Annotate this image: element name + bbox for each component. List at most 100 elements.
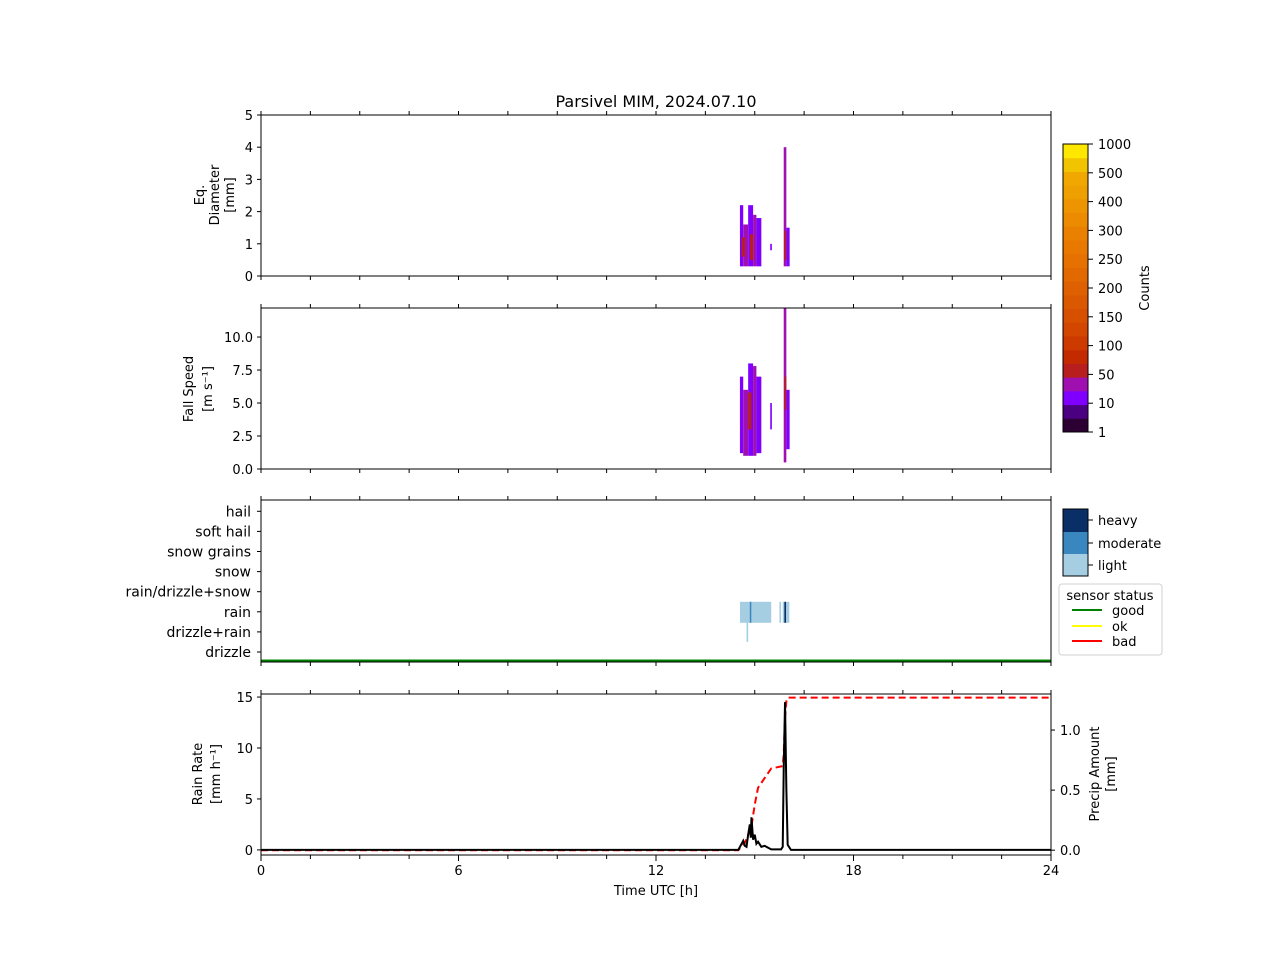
fall-speed-cell	[756, 376, 762, 454]
fall-speed-cell	[748, 392, 752, 430]
diameter-cell	[786, 227, 790, 267]
colorbar-segment	[1063, 363, 1088, 378]
rain-rate-ylabel-line-1: Rain Rate	[191, 743, 206, 806]
fall-speed-panel: 0.0 2.5 5.0 7.5 10.0 Fall Speed [m s⁻¹]	[182, 304, 1052, 478]
diameter-cell	[784, 230, 787, 260]
y-tick-label: 1	[245, 238, 253, 253]
rain-rate-line	[261, 702, 1051, 851]
sensor-legend-box	[1058, 583, 1163, 656]
fall-speed-ylabel: Fall Speed [m s⁻¹]	[182, 356, 216, 422]
precip-type-block	[746, 621, 749, 642]
colorbar-segment	[1063, 253, 1088, 268]
colorbar-segment	[1063, 308, 1088, 323]
colorbar-tick-label: 1000	[1098, 138, 1131, 153]
x-tick-label: 24	[1043, 864, 1060, 879]
diameter-ylabel-line-2: Diameter	[208, 164, 223, 225]
diameter-axes-frame	[260, 114, 1052, 277]
sensor-legend-title: sensor status	[1066, 589, 1153, 604]
precip-amount-line	[261, 696, 1051, 852]
precip-type-block	[749, 601, 752, 623]
x-tick-label: 0	[257, 864, 265, 879]
diameter-ylabel-line-1: Eq.	[193, 185, 208, 206]
colorbar-segment	[1063, 267, 1088, 282]
colorbar-segment	[1063, 198, 1088, 214]
y-tick-label: 5.0	[232, 397, 253, 412]
precip-type-block	[784, 601, 787, 623]
colorbar-tick-label: 200	[1098, 282, 1123, 297]
colorbar-segment	[1063, 171, 1088, 186]
fall-speed-ylabel-line-2: [m s⁻¹]	[201, 366, 216, 412]
category-label: snow	[215, 565, 251, 581]
y2-tick-label: 0.0	[1060, 844, 1081, 859]
fall-speed-cell	[784, 376, 787, 410]
precip-type-blocks	[739, 601, 790, 642]
legend-label-ok: ok	[1112, 620, 1128, 635]
diameter-cell	[753, 214, 757, 267]
fall-speed-cell	[739, 376, 744, 454]
category-label: hail	[226, 504, 251, 520]
y-tick-label: 2	[245, 206, 253, 221]
legend-label-bad: bad	[1112, 635, 1136, 650]
colorbar-segment	[1063, 294, 1088, 310]
category-label: rain	[224, 605, 251, 621]
intensity-legend: heavy moderate light	[1062, 508, 1161, 577]
colorbar-segment	[1063, 390, 1088, 406]
colorbar-segment	[1063, 240, 1088, 255]
colorbar-tick-label: 250	[1098, 253, 1123, 268]
precip-type-block	[779, 601, 782, 623]
x-tick-label: 6	[454, 864, 462, 879]
intensity-label-moderate: moderate	[1098, 537, 1161, 552]
diameter-cell	[756, 218, 762, 267]
y-tick-label: 4	[245, 141, 253, 156]
precip-amount-ylabel-line-1: Precip Amount	[1088, 727, 1103, 822]
y-tick-label: 10	[236, 742, 253, 757]
y-tick-label: 2.5	[232, 430, 253, 445]
intensity-swatch-moderate	[1063, 532, 1088, 554]
y-tick-label: 0.0	[232, 463, 253, 478]
colorbar-segment	[1063, 322, 1088, 337]
intensity-swatch-heavy	[1063, 509, 1088, 532]
diameter-cell	[739, 205, 744, 267]
y-tick-label: 15	[236, 691, 253, 706]
colorbar-segment	[1063, 226, 1088, 241]
category-label: drizzle+rain	[166, 625, 251, 641]
rain-rate-ylabel: Rain Rate [mm h⁻¹]	[191, 743, 224, 806]
colorbar-tick-label: 50	[1098, 368, 1115, 383]
y-tick-label: 0	[245, 270, 253, 285]
diameter-ylabel-line-3: [mm]	[223, 177, 238, 212]
y-tick-label: 10.0	[224, 331, 253, 346]
colorbar-segment	[1063, 281, 1088, 296]
chart-title: Parsivel MIM, 2024.07.10	[555, 92, 756, 111]
precip-type-panel: drizzle drizzle+rain rain rain/drizzle+snow…	[126, 496, 1052, 666]
diameter-cell	[743, 224, 749, 267]
category-label: rain/drizzle+snow	[126, 585, 251, 601]
intensity-label-heavy: heavy	[1098, 514, 1138, 529]
y-tick-label: 7.5	[232, 364, 253, 379]
fall-speed-axes-frame	[260, 307, 1052, 470]
fall-speed-cell	[743, 389, 749, 456]
x-axis-label: Time UTC [h]	[613, 884, 698, 899]
category-label: drizzle	[205, 645, 251, 661]
sensor-status-legend: sensor status good ok bad	[1058, 583, 1163, 656]
counts-colorbar: 1 10 50 100 150 200 250 300 400 500 1000 Counts	[1062, 138, 1153, 441]
rain-rate-axes-frame	[260, 693, 1052, 856]
precip-type-block	[739, 601, 772, 623]
fall-speed-cell	[753, 366, 757, 456]
x-tick-label: 18	[845, 864, 862, 879]
fall-speed-heatmap	[739, 308, 790, 463]
diameter-cell	[749, 234, 754, 260]
colorbar-tick-label: 500	[1098, 167, 1123, 182]
y-tick-label: 5	[245, 109, 253, 124]
precip-type-block	[782, 601, 790, 623]
colorbar-segment	[1063, 418, 1088, 433]
fall-speed-cell	[786, 389, 790, 450]
intensity-swatch-light	[1063, 554, 1088, 576]
colorbar-tick-label: 1	[1098, 426, 1106, 441]
colorbar-segment	[1063, 157, 1088, 172]
colorbar-segment	[1063, 349, 1088, 364]
colorbar-tick-label: 300	[1098, 224, 1123, 239]
y2-tick-label: 0.5	[1060, 784, 1081, 799]
colorbar-segment	[1063, 144, 1088, 159]
rain-rate-panel: 0 5 10 15 0.0 0.5 1.0 0 6 12 18 24 Rain Rate [mm …	[191, 690, 1119, 899]
y-tick-label: 3	[245, 173, 253, 188]
